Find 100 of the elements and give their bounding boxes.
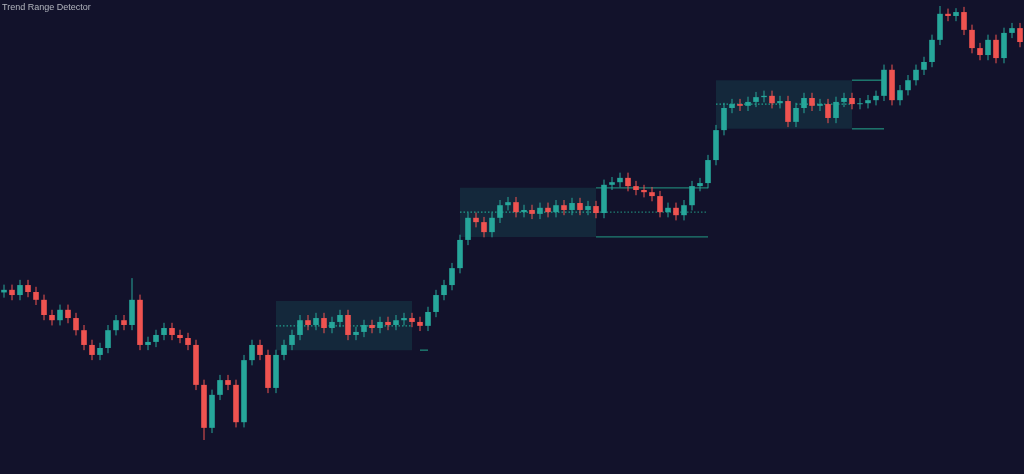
candlestick [329, 316, 335, 334]
candlestick [33, 286, 39, 306]
candlestick [577, 197, 583, 216]
candlestick [993, 34, 999, 64]
candlestick [753, 91, 759, 108]
candlestick [89, 339, 95, 361]
candlestick [785, 95, 791, 128]
candlestick [697, 177, 703, 192]
candlestick [425, 306, 431, 332]
candlestick [641, 184, 647, 198]
candlestick [673, 202, 679, 221]
candlestick [441, 279, 447, 301]
candlestick [225, 374, 231, 391]
candlestick [297, 314, 303, 341]
candlestick [177, 329, 183, 344]
candlestick [777, 95, 783, 109]
candlestick [921, 56, 927, 76]
candlestick [17, 279, 23, 301]
candlestick [945, 8, 951, 22]
candlestick [401, 312, 407, 326]
candlestick [705, 154, 711, 189]
candlestick [737, 98, 743, 112]
candlestick [825, 98, 831, 124]
candlestick [121, 314, 127, 331]
candlestick [321, 312, 327, 334]
candlestick [185, 332, 191, 351]
candlestick [73, 312, 79, 336]
candlestick [97, 342, 103, 361]
candlestick [337, 309, 343, 328]
candlestick [473, 212, 479, 228]
candlestick [953, 7, 959, 22]
candlestick [665, 202, 671, 218]
candlestick [929, 34, 935, 68]
candlestick [49, 309, 55, 326]
candlestick [593, 200, 599, 219]
candlestick [41, 294, 47, 321]
candlestick [625, 172, 631, 192]
candlestick [689, 180, 695, 211]
candlestick [529, 204, 535, 220]
candlestick [145, 336, 151, 351]
candlestick [849, 92, 855, 110]
candlestick [913, 64, 919, 86]
candlestick [257, 339, 263, 361]
candlestick [745, 96, 751, 112]
candlestick [417, 316, 423, 332]
candlestick [513, 196, 519, 218]
candlestick [633, 180, 639, 196]
candlestick [1009, 22, 1015, 39]
candlestick [873, 90, 879, 106]
candlestick [897, 84, 903, 106]
candlestick [217, 374, 223, 401]
candlestick [841, 92, 847, 108]
candlestick [809, 92, 815, 112]
candlestick [1017, 22, 1023, 48]
candlestick [609, 176, 615, 191]
candlestick [489, 212, 495, 238]
candlestick [833, 96, 839, 124]
candlestick [865, 94, 871, 109]
candlestick [561, 199, 567, 216]
candlestick [305, 314, 311, 331]
candlestick [385, 316, 391, 331]
candlestick [985, 34, 991, 61]
candlestick [361, 319, 367, 338]
candlestick [617, 172, 623, 188]
candlestick [57, 304, 63, 326]
candlestick [521, 204, 527, 218]
candlestick [817, 98, 823, 112]
candlestick [969, 24, 975, 54]
candlestick [481, 216, 487, 238]
candlestick [153, 329, 159, 348]
candlestick [65, 304, 71, 324]
candlestick [81, 324, 87, 351]
candlestick [353, 326, 359, 341]
candlestick [681, 199, 687, 221]
candlestick [433, 289, 439, 318]
candlestick [657, 190, 663, 218]
candlestick [729, 98, 735, 114]
candlestick [281, 339, 287, 361]
candlestick [769, 90, 775, 109]
candlestick [369, 319, 375, 334]
candlestick [545, 202, 551, 218]
candlestick [449, 262, 455, 291]
candlestick [25, 279, 31, 298]
candlestick [345, 309, 351, 341]
candlestick [113, 314, 119, 336]
candlestick [289, 329, 295, 351]
candlestick [801, 92, 807, 114]
candlestick [585, 200, 591, 216]
candlestick [497, 199, 503, 224]
candlestick [409, 312, 415, 328]
candlestick [857, 97, 863, 110]
candlestick [649, 186, 655, 202]
candlestick [537, 202, 543, 220]
candlestick [105, 324, 111, 354]
candlestick [249, 339, 255, 366]
candlestick [393, 314, 399, 331]
candlestick [721, 102, 727, 136]
candlestick [465, 212, 471, 246]
candlestick [977, 42, 983, 61]
candlestick [169, 322, 175, 341]
